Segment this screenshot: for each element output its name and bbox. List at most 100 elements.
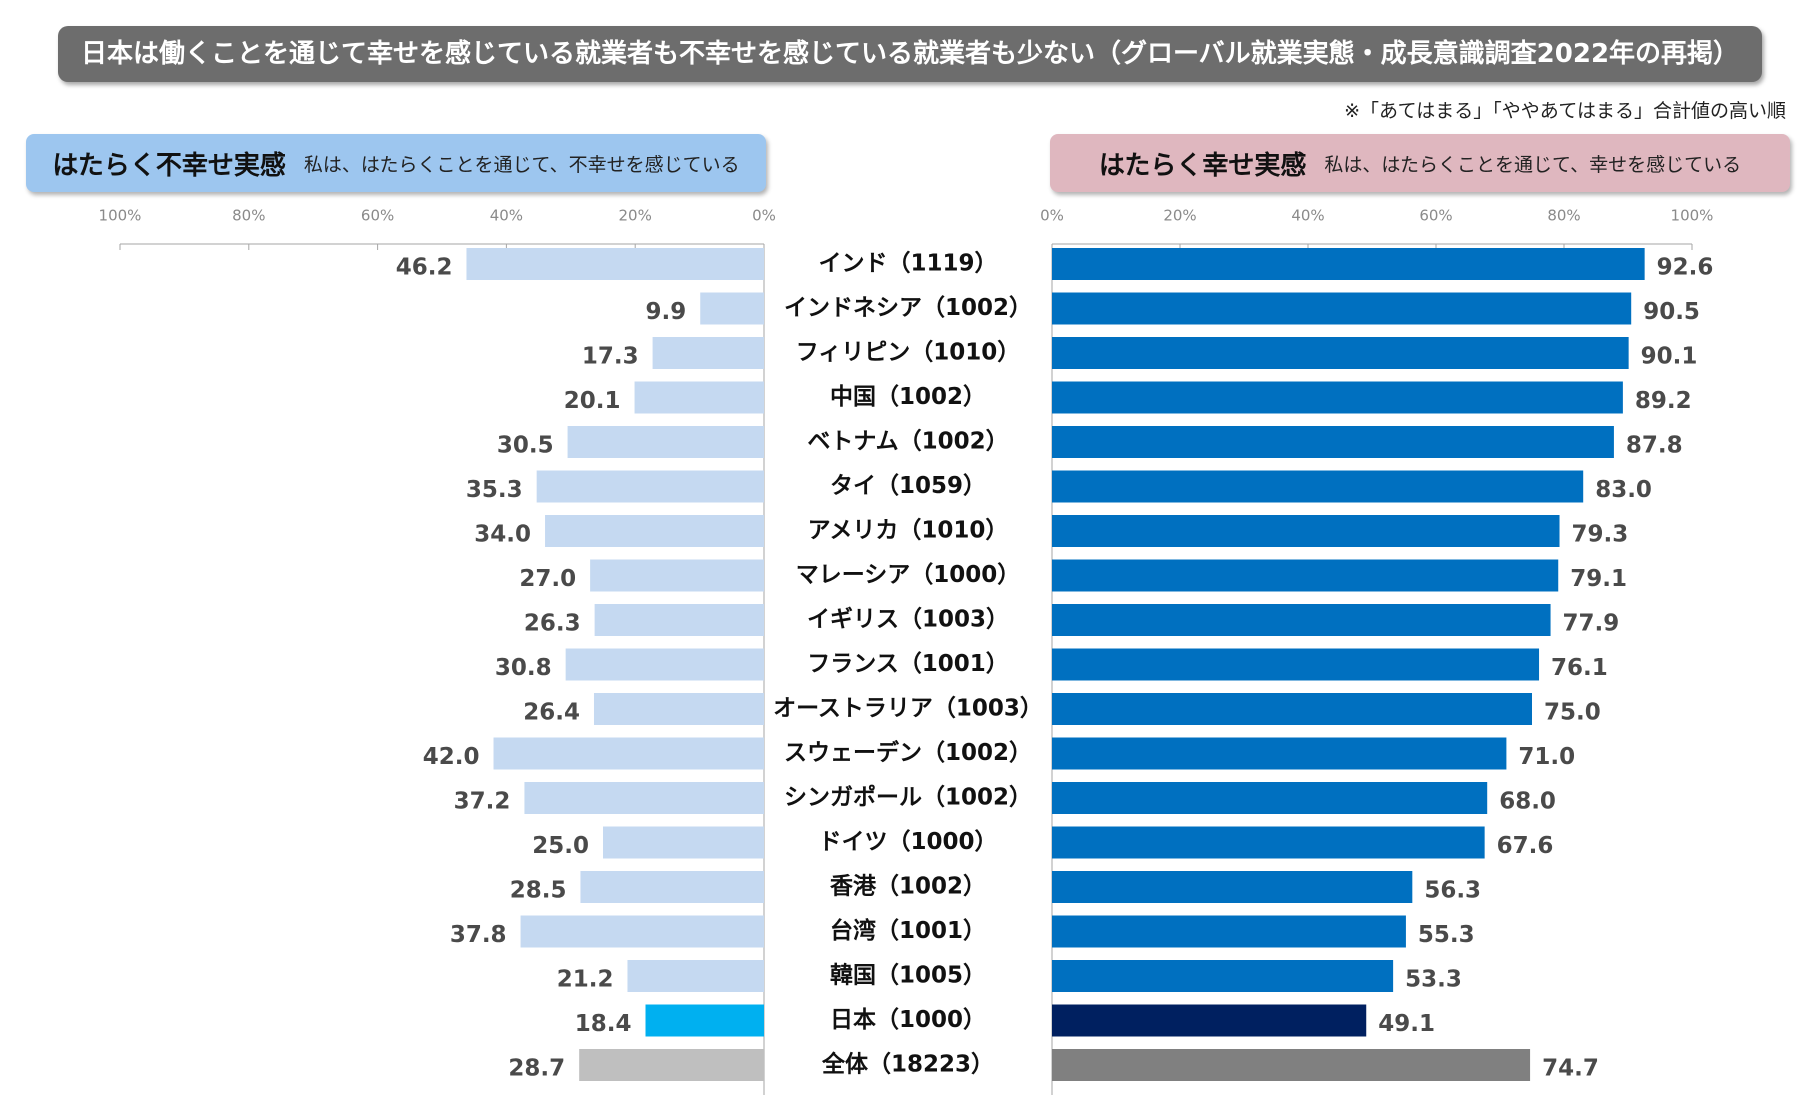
right-bar <box>1052 470 1584 503</box>
left-bar <box>593 693 764 725</box>
left-bar <box>634 381 764 414</box>
right-value-label: 79.1 <box>1570 566 1627 592</box>
chart-title: 日本は働くことを通じて幸せを感じている就業者も不幸せを感じている就業者も少ない（… <box>58 26 1762 82</box>
left-bar <box>645 1004 764 1037</box>
right-tick-label: 40% <box>1291 207 1324 225</box>
left-value-label: 21.2 <box>557 967 614 993</box>
left-value-label: 26.4 <box>523 700 580 726</box>
left-bar <box>536 470 764 503</box>
left-value-label: 46.2 <box>396 255 453 281</box>
right-bar <box>1052 960 1394 992</box>
left-value-label: 34.0 <box>474 522 531 548</box>
category-label: 中国（1002） <box>830 383 986 410</box>
right-value-label: 75.0 <box>1544 700 1601 726</box>
right-value-label: 68.0 <box>1499 789 1556 815</box>
right-tick-label: 100% <box>1671 207 1714 225</box>
right-value-label: 76.1 <box>1551 655 1608 681</box>
category-label: フランス（1001） <box>807 650 1009 677</box>
category-label: ドイツ（1000） <box>818 828 997 855</box>
left-value-label: 25.0 <box>532 833 589 859</box>
right-bar <box>1052 559 1559 592</box>
category-label: 香港（1002） <box>830 873 986 900</box>
category-label: ベトナム（1002） <box>807 428 1008 455</box>
right-bar <box>1052 693 1532 725</box>
left-value-label: 20.1 <box>564 388 621 414</box>
left-value-label: 37.8 <box>450 922 507 948</box>
left-tick-label: 20% <box>619 207 652 225</box>
category-label: 台湾（1001） <box>830 917 986 944</box>
category-label: インド（1119） <box>818 250 997 277</box>
right-bar <box>1052 515 1560 547</box>
left-bar <box>700 292 764 325</box>
right-value-label: 89.2 <box>1635 388 1692 414</box>
category-label: オーストラリア（1003） <box>773 695 1043 722</box>
category-label: アメリカ（1010） <box>808 517 1009 544</box>
right-bar <box>1052 292 1632 325</box>
left-bar <box>524 782 764 814</box>
left-value-label: 9.9 <box>645 299 686 325</box>
right-value-label: 77.9 <box>1563 611 1620 637</box>
right-value-label: 56.3 <box>1424 878 1481 904</box>
right-value-label: 90.5 <box>1643 299 1700 325</box>
right-bar <box>1052 337 1629 369</box>
left-tick-label: 80% <box>232 207 265 225</box>
left-bar <box>652 337 764 369</box>
left-value-label: 35.3 <box>466 477 523 503</box>
right-value-label: 49.1 <box>1378 1011 1435 1037</box>
right-bar <box>1052 1049 1531 1081</box>
left-tick-label: 60% <box>361 207 394 225</box>
right-bar <box>1052 1004 1367 1037</box>
right-bar <box>1052 604 1551 636</box>
category-label: スウェーデン（1002） <box>784 739 1032 766</box>
left-value-label: 18.4 <box>575 1011 632 1037</box>
sort-note: ※「あてはまる」「ややあてはまる」合計値の高い順 <box>1344 100 1786 122</box>
right-value-label: 90.1 <box>1641 344 1698 370</box>
right-tick-label: 0% <box>1040 207 1064 225</box>
left-value-label: 30.5 <box>497 433 554 459</box>
right-bar <box>1052 826 1485 859</box>
left-bar <box>466 248 764 280</box>
category-label: タイ（1059） <box>830 472 986 499</box>
right-value-label: 71.0 <box>1518 744 1575 770</box>
left-value-label: 27.0 <box>519 566 576 592</box>
left-bar <box>603 826 764 859</box>
left-bar <box>594 604 764 636</box>
left-value-label: 28.5 <box>510 878 567 904</box>
left-bar <box>627 960 764 992</box>
left-value-label: 42.0 <box>423 744 480 770</box>
category-label: マレーシア（1000） <box>796 561 1021 588</box>
left-value-label: 28.7 <box>508 1056 565 1082</box>
right-panel-subtitle: 私は、はたらくことを通じて、幸せを感じている <box>1324 153 1742 176</box>
left-value-label: 30.8 <box>495 655 552 681</box>
right-tick-label: 60% <box>1419 207 1452 225</box>
right-value-label: 79.3 <box>1572 522 1629 548</box>
right-value-label: 92.6 <box>1657 255 1714 281</box>
right-bar <box>1052 915 1406 948</box>
right-value-label: 87.8 <box>1626 433 1683 459</box>
left-bar <box>565 648 764 681</box>
right-bar <box>1052 871 1413 903</box>
right-value-label: 67.6 <box>1497 833 1554 859</box>
right-value-label: 55.3 <box>1418 922 1475 948</box>
right-bar <box>1052 737 1507 770</box>
right-panel-header: はたらく幸せ実感 私は、はたらくことを通じて、幸せを感じている <box>1050 134 1790 192</box>
category-label: シンガポール（1002） <box>784 784 1032 811</box>
right-bar <box>1052 648 1540 681</box>
left-panel-subtitle: 私は、はたらくことを通じて、不幸せを感じている <box>303 153 740 176</box>
left-bar <box>493 737 764 770</box>
left-bar <box>590 559 764 592</box>
category-label: イギリス（1003） <box>807 606 1009 633</box>
left-bar <box>567 426 764 458</box>
left-value-label: 26.3 <box>524 611 581 637</box>
right-bar <box>1052 381 1623 414</box>
right-bar <box>1052 426 1614 458</box>
category-label: 韓国（1005） <box>830 962 986 989</box>
left-bar <box>580 871 764 903</box>
right-value-label: 53.3 <box>1405 967 1462 993</box>
left-value-label: 17.3 <box>582 344 639 370</box>
left-bar <box>579 1049 764 1081</box>
right-tick-label: 80% <box>1547 207 1580 225</box>
right-bar <box>1052 248 1645 280</box>
left-bar <box>520 915 764 948</box>
